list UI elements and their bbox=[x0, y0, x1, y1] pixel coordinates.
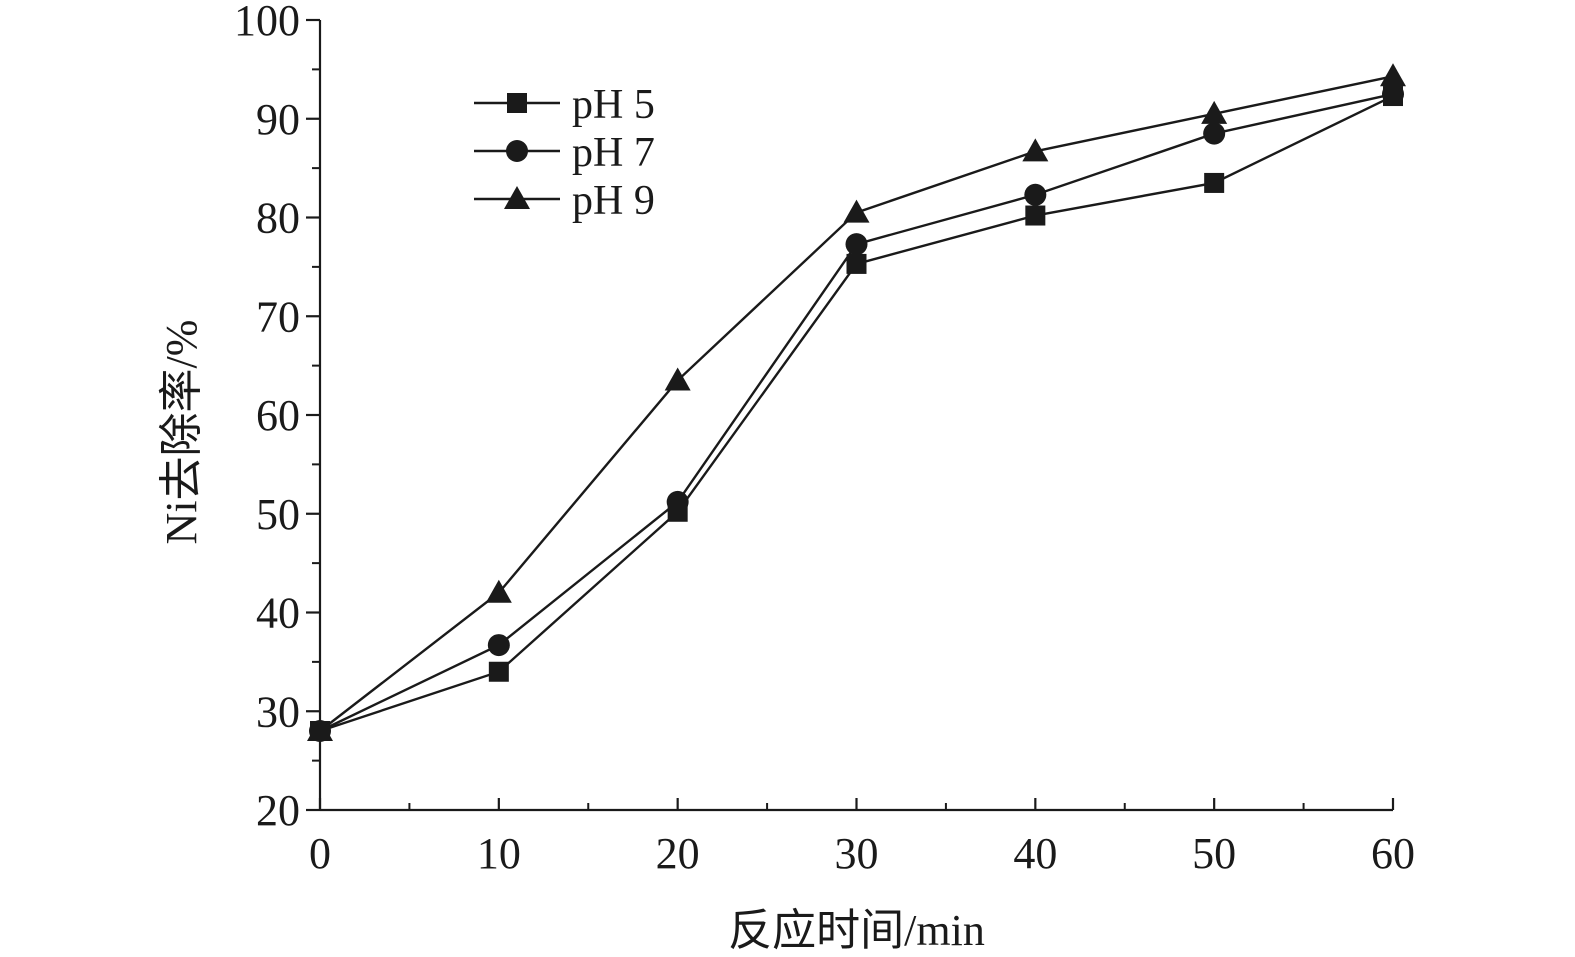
series-line-ph-7 bbox=[319, 92, 1394, 733]
y-tick-label-70: 70 bbox=[256, 292, 300, 341]
y-tick-label-100: 100 bbox=[234, 0, 300, 45]
data-point-ph-5-x30 bbox=[846, 253, 867, 274]
data-point-ph-7-x20 bbox=[666, 490, 689, 513]
legend-marker-ph-5 bbox=[507, 93, 527, 113]
y-axis-label: Ni去除率/% bbox=[157, 320, 206, 545]
x-tick-label-40: 40 bbox=[1013, 829, 1057, 878]
data-point-ph-5-x10 bbox=[488, 661, 509, 682]
x-tick-label-30: 30 bbox=[835, 829, 879, 878]
series-ph-5 bbox=[310, 86, 1403, 741]
legend-label-ph-9: pH 9 bbox=[572, 178, 655, 224]
y-tick-label-20: 20 bbox=[256, 786, 300, 835]
data-point-ph-7-x30 bbox=[845, 233, 868, 256]
data-point-ph-5-x50 bbox=[1204, 172, 1225, 193]
x-tick-label-0: 0 bbox=[309, 829, 331, 878]
legend-label-ph-7: pH 7 bbox=[572, 130, 655, 176]
data-point-ph-7-x10 bbox=[487, 634, 510, 657]
y-tick-label-60: 60 bbox=[256, 391, 300, 440]
x-axis-label: 反应时间/min bbox=[728, 906, 985, 955]
series-ph-7 bbox=[309, 83, 1404, 742]
data-point-ph-9-x30 bbox=[843, 199, 870, 223]
y-tick-label-90: 90 bbox=[256, 95, 300, 144]
data-point-ph-7-x50 bbox=[1203, 122, 1226, 145]
y-tick-label-30: 30 bbox=[256, 687, 300, 736]
series-group bbox=[307, 63, 1406, 742]
series-line-ph-5 bbox=[319, 94, 1394, 733]
data-point-ph-9-x10 bbox=[485, 579, 512, 603]
legend-label-ph-5: pH 5 bbox=[572, 82, 655, 128]
legend-marker-ph-9 bbox=[504, 186, 530, 209]
y-tick-label-80: 80 bbox=[256, 194, 300, 243]
axes: 20 30 40 50 60 70 80 90 100 0 10 20 30 40 50 60 bbox=[234, 0, 1415, 878]
data-point-ph-5-x40 bbox=[1025, 205, 1046, 226]
legend-marker-ph-7 bbox=[506, 140, 528, 162]
x-tick-label-20: 20 bbox=[656, 829, 700, 878]
x-tick-label-60: 60 bbox=[1371, 829, 1415, 878]
x-tick-label-50: 50 bbox=[1192, 829, 1236, 878]
data-point-ph-9-x20 bbox=[664, 367, 691, 391]
data-point-ph-7-x60 bbox=[1382, 83, 1404, 106]
data-point-ph-9-x50 bbox=[1201, 100, 1228, 124]
data-point-ph-9-x0 bbox=[307, 718, 333, 741]
y-tick-label-50: 50 bbox=[256, 490, 300, 539]
x-tick-label-10: 10 bbox=[477, 829, 521, 878]
data-point-ph-9-x60 bbox=[1380, 63, 1406, 87]
data-point-ph-9-x40 bbox=[1022, 138, 1049, 162]
data-point-ph-7-x40 bbox=[1024, 183, 1047, 206]
legend: pH 5pH 7pH 9 bbox=[474, 82, 655, 224]
y-tick-label-40: 40 bbox=[256, 589, 300, 638]
series-ph-9 bbox=[307, 63, 1406, 741]
